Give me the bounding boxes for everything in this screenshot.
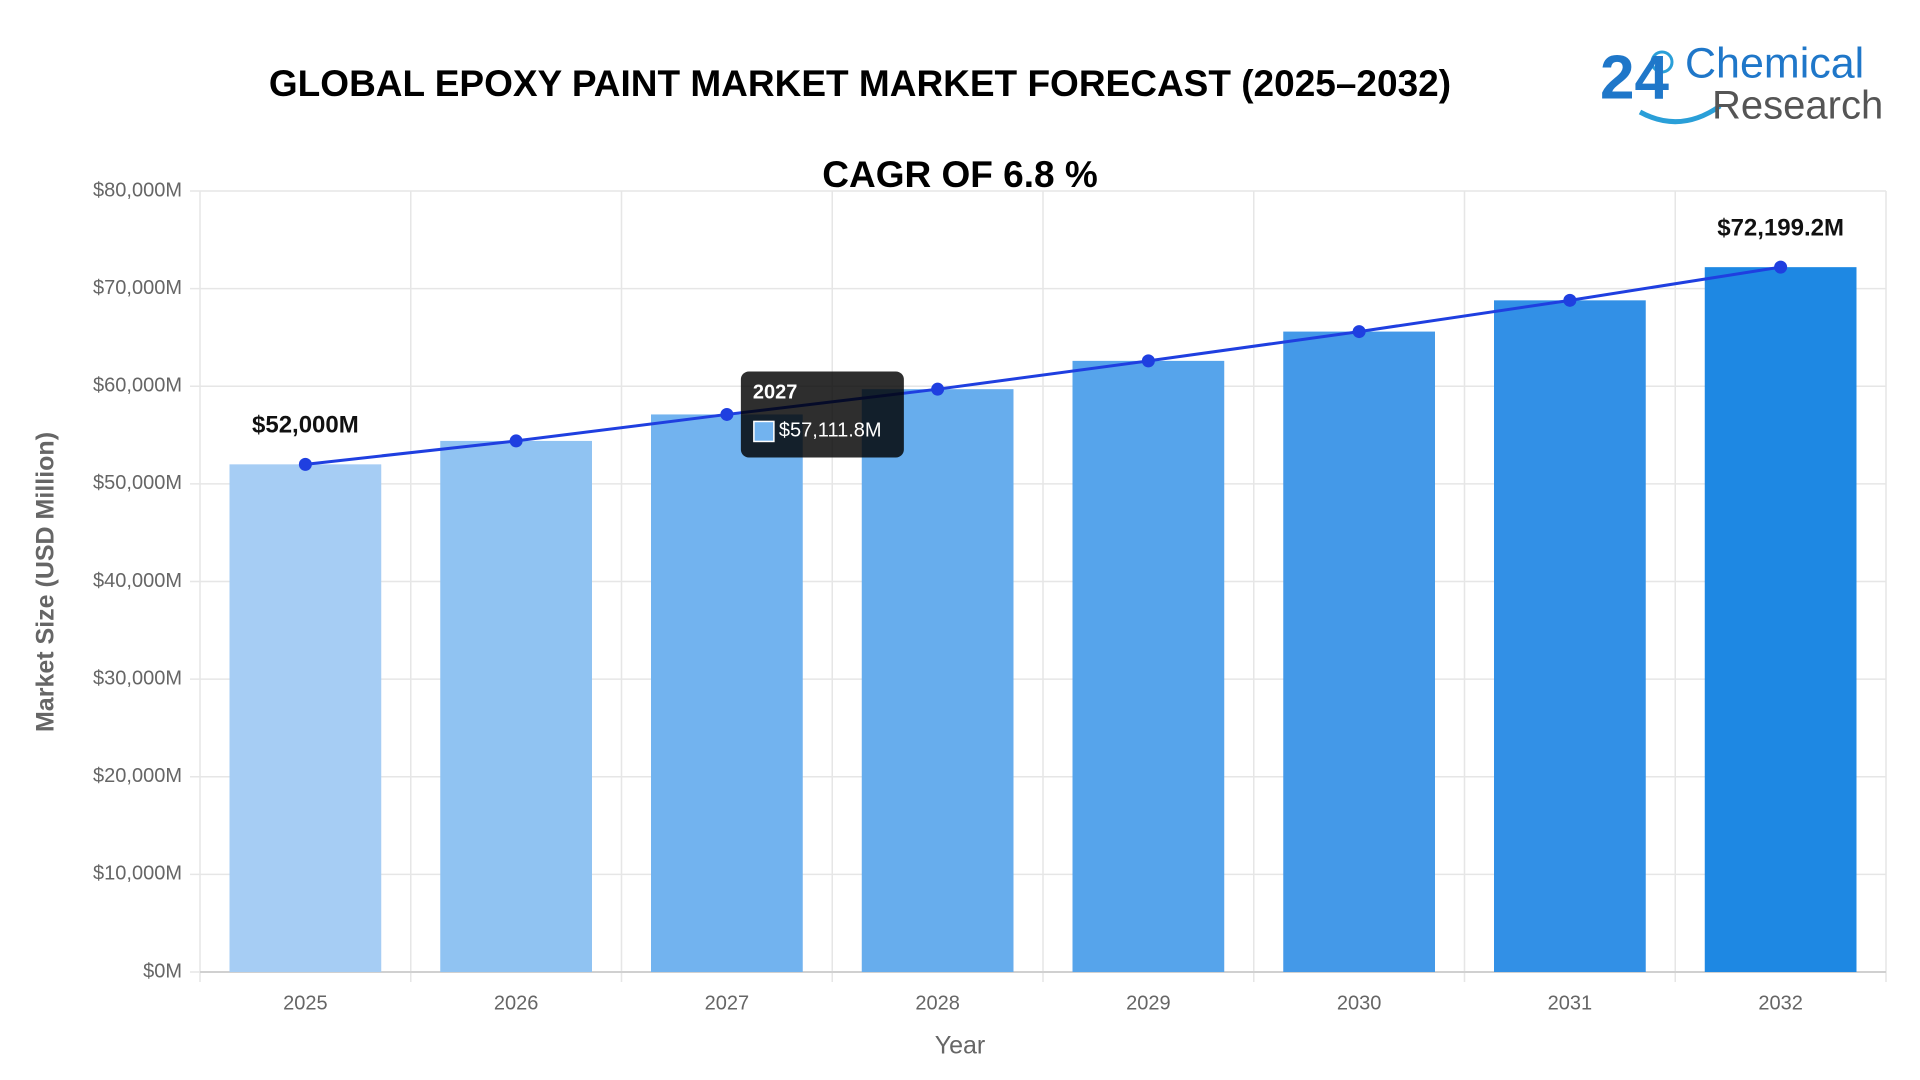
x-tick-label: 2027	[705, 992, 750, 1014]
x-tick-label: 2030	[1337, 992, 1382, 1014]
logo-line1: Chemical	[1685, 39, 1864, 87]
trend-point	[931, 382, 945, 396]
trend-point	[1352, 325, 1366, 339]
trend-point	[509, 434, 523, 448]
y-axis-title: Market Size (USD Million)	[32, 432, 60, 732]
y-tick-label: $80,000M	[93, 179, 182, 201]
x-tick-label: 2031	[1548, 992, 1593, 1014]
x-tick-label: 2032	[1758, 992, 1803, 1014]
tooltip: 2027 $57,111.8M	[740, 371, 904, 458]
bar	[1072, 360, 1225, 972]
y-tick-label: $50,000M	[93, 472, 182, 494]
y-tick-label: $40,000M	[93, 570, 182, 592]
trend-point	[1774, 260, 1788, 274]
x-tick-label: 2026	[494, 992, 539, 1014]
bar	[229, 464, 382, 972]
y-tick-label: $70,000M	[93, 277, 182, 299]
value-label: $52,000M	[252, 412, 359, 439]
logo-drop	[1650, 50, 1674, 74]
x-axis-title: Year	[935, 1032, 986, 1060]
tooltip-box	[740, 371, 904, 458]
tooltip-title: 2027	[753, 382, 798, 404]
y-tick-label: $60,000M	[93, 375, 182, 397]
tooltip-text: $57,111.8M	[779, 420, 882, 442]
y-tick-label: $30,000M	[93, 667, 182, 689]
logo-number: 24	[1600, 43, 1669, 112]
bar	[1283, 331, 1435, 973]
y-tick-label: $20,000M	[93, 765, 182, 787]
tooltip-swatch	[753, 420, 775, 443]
bar	[651, 414, 803, 972]
x-tick-label: 2025	[283, 992, 328, 1014]
trend-point	[1563, 293, 1577, 307]
bar	[1494, 300, 1646, 973]
value-label: $72,199.2M	[1717, 214, 1844, 241]
logo: 24 Chemical Research	[1600, 39, 1883, 127]
trend-point	[720, 407, 734, 421]
trend-point	[1141, 354, 1155, 368]
y-tick-label: $10,000M	[93, 863, 182, 885]
logo-swoosh	[1638, 103, 1722, 125]
x-tick-label: 2029	[1126, 992, 1171, 1014]
logo-line2: Research	[1712, 84, 1883, 128]
y-tick-label: $0M	[143, 960, 182, 982]
bar	[440, 440, 592, 972]
trend-point	[298, 457, 312, 471]
x-tick-label: 2028	[915, 992, 960, 1014]
bar	[1704, 267, 1857, 973]
chart-subtitle: CAGR OF 6.8 %	[822, 154, 1098, 195]
bar	[861, 389, 1014, 973]
chart-title: GLOBAL EPOXY PAINT MARKET MARKET FORECAS…	[269, 63, 1451, 104]
trend-line	[305, 265, 1781, 466]
